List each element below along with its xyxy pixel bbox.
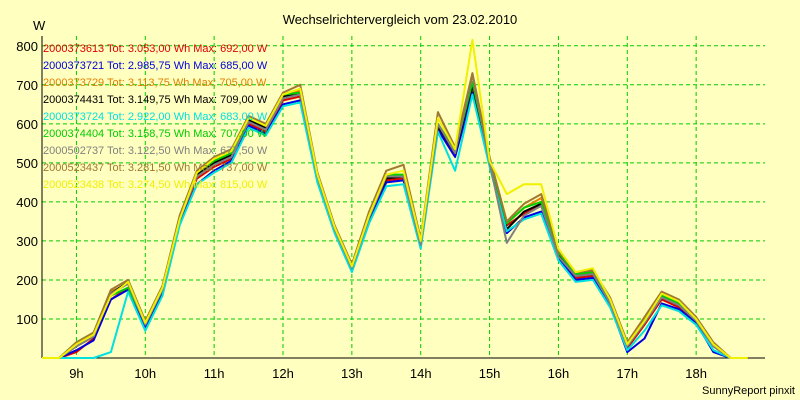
chart-axes: 100 200 300 400 500 600 700 800 9h 10h 11h 12h 13h 14… xyxy=(16,36,765,381)
legend-entry-4: 2000374431 Tot: 3.149,75 Wh Max: 709,00 … xyxy=(43,94,268,106)
legend-entry-8: 2000523437 Tot: 3.281,50 Wh Max: 737,00 … xyxy=(43,162,268,174)
y-tick-label: 800 xyxy=(16,39,38,54)
y-tick-label: 300 xyxy=(16,234,38,249)
series-line-9 xyxy=(42,38,748,359)
x-tick-label: 13h xyxy=(341,366,363,381)
y-tick-label: 700 xyxy=(16,78,38,93)
chart-legend: 2000373613 Tot: 3.053,00 Wh Max: 692,00 … xyxy=(43,43,268,191)
x-tick-label: 9h xyxy=(69,366,83,381)
x-tick-label: 16h xyxy=(548,366,570,381)
x-tick-label: 17h xyxy=(616,366,638,381)
legend-entry-7: 2000502737 Tot: 3.122,50 Wh Max: 677,50 … xyxy=(43,145,268,157)
legend-entry-5: 2000373724 Tot: 2.922,00 Wh Max: 683,00 … xyxy=(43,111,268,123)
legend-entry-9: 2000523438 Tot: 3.274,50 Wh Max: 815,00 … xyxy=(43,179,268,191)
x-tick-label: 11h xyxy=(204,366,225,381)
x-tick-label: 12h xyxy=(272,366,294,381)
x-tick-label: 14h xyxy=(410,366,432,381)
legend-entry-2: 2000373721 Tot: 2.985,75 Wh Max: 685,00 … xyxy=(43,60,268,72)
x-tick-label: 15h xyxy=(479,366,501,381)
footer-credit: SunnyReport pinxit xyxy=(702,385,795,397)
legend-entry-6: 2000374404 Tot: 3.158,75 Wh Max: 707,00 … xyxy=(43,128,268,140)
y-tick-label: 500 xyxy=(16,156,38,171)
series-line-2 xyxy=(42,91,748,359)
y-tick-label: 600 xyxy=(16,117,38,132)
chart-series xyxy=(42,38,748,359)
chart-grid xyxy=(42,36,765,358)
y-axis-label: W xyxy=(33,18,46,33)
y-tick-label: 400 xyxy=(16,195,38,210)
y-tick-label: 200 xyxy=(16,273,38,288)
legend-entry-3: 2000373729 Tot: 3.113,75 Wh Max: 705,00 … xyxy=(43,77,267,89)
y-tick-label: 100 xyxy=(16,312,38,327)
chart-title: Wechselrichtervergleich vom 23.02.2010 xyxy=(283,12,518,27)
x-tick-label: 10h xyxy=(134,366,156,381)
series-line-5 xyxy=(42,93,748,359)
x-tick-label: 18h xyxy=(685,366,707,381)
legend-entry-1: 2000373613 Tot: 3.053,00 Wh Max: 692,00 … xyxy=(43,43,268,55)
